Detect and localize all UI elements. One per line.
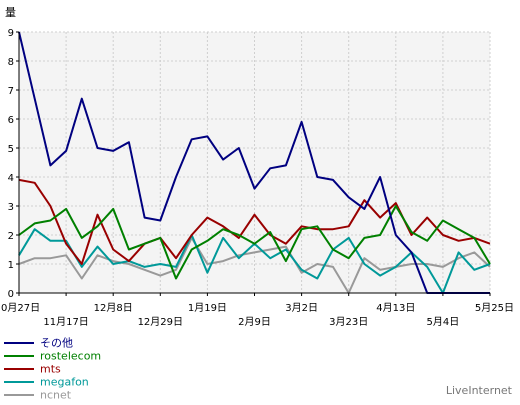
legend-label: megafon — [40, 375, 89, 389]
axes — [16, 31, 491, 296]
y-tick-labels: 0 1 2 3 4 5 6 7 8 9 — [8, 28, 14, 300]
x-tick-label: 2月9日 — [238, 316, 271, 328]
x-tick-label: 5月25日 — [475, 302, 514, 314]
y-tick-label: 6 — [8, 115, 14, 126]
credit-text: LiveInternet — [445, 384, 512, 397]
legend-label: mts — [40, 362, 61, 376]
legend-swatch — [4, 394, 34, 396]
legend-label: その他 — [40, 336, 73, 350]
y-tick-label: 8 — [8, 57, 14, 68]
legend-swatch — [4, 342, 34, 344]
legend-item: その他 — [4, 336, 101, 350]
y-tick-label: 5 — [8, 144, 14, 155]
legend-swatch — [4, 368, 34, 370]
y-axis-label: 量 — [5, 6, 16, 19]
series-line-2 — [18, 178, 491, 265]
y-tick-label: 4 — [8, 173, 14, 184]
y-tick-label: 7 — [8, 86, 14, 97]
y-tick-label: 3 — [8, 202, 14, 213]
x-tick-label: 0月27日 — [1, 302, 40, 314]
x-tick-label: 11月17日 — [43, 316, 88, 328]
y-tick-label: 1 — [8, 260, 14, 271]
legend-item: megafon — [4, 375, 101, 389]
legend-swatch — [4, 355, 34, 357]
series-line-0 — [18, 31, 490, 294]
legend: その他 rostelecom mts megafon ncnet — [4, 336, 102, 402]
legend-item: ncnet — [4, 388, 101, 402]
legend-item: rostelecom — [4, 349, 102, 363]
x-tick-label: 12月29日 — [138, 316, 183, 328]
x-tick-label: 4月13日 — [376, 302, 415, 314]
series-lines — [18, 31, 491, 294]
legend-label: rostelecom — [40, 349, 102, 363]
legend-item: mts — [4, 362, 101, 376]
x-tick-label: 5月4日 — [427, 316, 460, 328]
x-tick-label: 3月23日 — [329, 316, 368, 328]
series-line-4 — [18, 236, 491, 294]
y-tick-label: 9 — [8, 28, 14, 39]
series-line-1 — [18, 205, 491, 280]
x-tick-label: 3月2日 — [285, 302, 318, 314]
y-tick-label: 2 — [8, 231, 14, 242]
x-tick-label: 1月19日 — [188, 302, 227, 314]
x-tick-label: 12月8日 — [94, 302, 133, 314]
y-tick-label: 0 — [8, 289, 14, 300]
legend-label: ncnet — [40, 388, 72, 402]
legend-swatch — [4, 381, 34, 383]
